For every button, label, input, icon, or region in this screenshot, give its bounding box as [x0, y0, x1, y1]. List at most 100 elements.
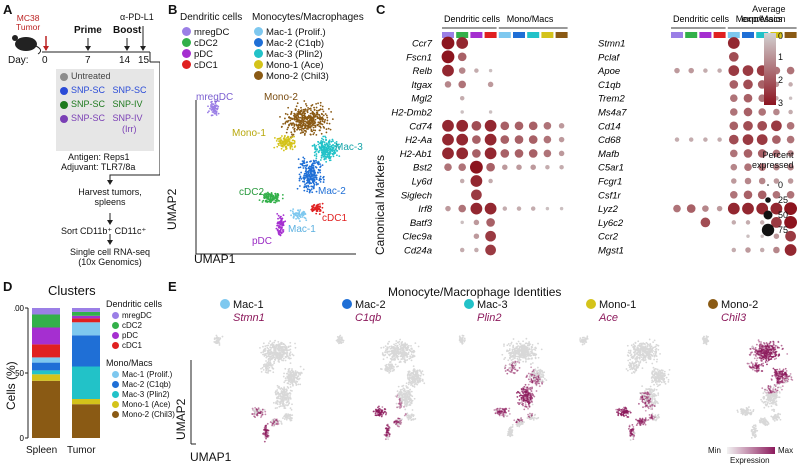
umap-cluster-mac-3: [311, 135, 341, 163]
dotplot-dot: [528, 149, 538, 158]
dotplot-dot: [730, 94, 738, 102]
dotplot-dot: [559, 206, 564, 211]
step-rnaseq: Single cell RNA-seq (10x Genomics): [69, 247, 151, 267]
b-legend-mono-1: Mac-2 (C1qb): [254, 38, 324, 49]
dotplot-dot: [484, 202, 497, 215]
dotplot-dot: [456, 37, 469, 49]
gene-label: C1qb: [598, 80, 621, 91]
dotplot-dot: [674, 67, 680, 74]
dotplot-dot: [757, 190, 767, 200]
feature-umap-mono-1: [579, 335, 671, 441]
legend-dot: [254, 38, 263, 47]
legend-dot: [112, 381, 119, 388]
dotplot-dot: [473, 233, 480, 239]
dotplot-dot: [528, 121, 538, 131]
legend-dot: [112, 371, 119, 378]
b-legend-mono-2: Mac-3 (Plin2): [254, 49, 323, 60]
dotplot-dot: [500, 149, 510, 158]
dotplot-dot: [788, 96, 793, 100]
legend-label: Mac-2 (C1qb): [266, 38, 325, 49]
dotplot-dot: [788, 82, 793, 87]
antibody-label: α-PD-L1: [120, 12, 154, 22]
dotplot-dot: [784, 244, 797, 256]
dotplot-dot: [703, 68, 708, 73]
feature-gene-name: Plin2: [477, 312, 502, 324]
dotplot-dot: [528, 135, 538, 144]
dotplot-dot: [786, 191, 795, 199]
gene-label: Mgst1: [598, 246, 624, 257]
feature-header-mono-1: Mono-1: [586, 299, 636, 311]
step-harvest: Harvest tumors, spleens: [78, 187, 142, 207]
dotplot-dot: [745, 220, 751, 225]
dotplot-dot: [728, 134, 739, 145]
dotplot-dot: [514, 149, 524, 158]
bar-segment-spleen: [32, 362, 60, 371]
dotplot-dot: [444, 163, 452, 171]
boost-label: Boost: [113, 25, 142, 36]
dotplot-dot: [486, 218, 495, 227]
dotplot-dot: [559, 164, 564, 170]
d-legend-dc-item: mregDC: [112, 311, 152, 320]
bar-segment-tumor: [72, 308, 100, 312]
group-title-mono: Mono/Macs: [736, 14, 783, 24]
panel-label-d: D: [3, 279, 13, 294]
dotplot-dot: [458, 204, 466, 213]
legend-dot: [342, 299, 352, 309]
b-yaxis: UMAP2: [165, 188, 179, 230]
dotplot-group-swatch: [713, 32, 726, 38]
dotplot-dot: [488, 68, 493, 73]
dotplot-dot: [444, 81, 452, 88]
pct-legend-dot: [763, 210, 773, 220]
pct-tick-0: 0: [778, 180, 784, 190]
legend-label: Mac-1 (Prolif.): [266, 27, 326, 38]
legend-label: Mac-3 (Plin2): [266, 49, 323, 60]
dotplot-dot: [771, 120, 782, 132]
dotplot-dot: [442, 147, 454, 160]
dotplot-dot: [445, 205, 451, 212]
dotplot-dot: [717, 68, 722, 73]
d-legend-dc-title: Dendritic cells: [106, 299, 163, 309]
dotplot-dot: [758, 108, 766, 116]
dotplot-dot: [460, 110, 464, 114]
dotplot-group-swatch: [541, 32, 554, 38]
gene-label: Mgl2: [411, 94, 432, 105]
d-legend-mono-item: Mac-1 (Prolif.): [112, 370, 172, 379]
stacked-bar-chart: 0 50 100: [14, 304, 100, 443]
gene-label: Ccr2: [598, 232, 619, 243]
dotplot-dot: [458, 67, 466, 74]
dotplot-dot: [743, 190, 753, 200]
feature-header-mac-2: Mac-2: [342, 299, 386, 311]
dotplot-dot: [442, 133, 454, 146]
legend-label: Mono-1 (Ace): [122, 400, 171, 409]
dotplot-dot: [500, 135, 510, 144]
dotplot-dot: [786, 122, 795, 130]
b-mono-title: Monocytes/Macrophages: [252, 12, 364, 23]
gene-label: Relb: [412, 66, 432, 77]
legend-label: Mac-3 (Plin2): [122, 390, 170, 399]
pct-title: Percent expressed: [752, 150, 794, 170]
dotplot-dot: [458, 163, 466, 171]
d-legend-mono-item: Mac-2 (C1qb): [112, 380, 171, 389]
gene-label: Csf1r: [598, 190, 622, 201]
d-xlabel-spleen: Spleen: [26, 445, 58, 456]
gene-label: Trem2: [598, 94, 625, 105]
dotplot-dot: [772, 135, 781, 144]
dotplot-dot: [514, 135, 524, 144]
dotplot-dot: [744, 177, 752, 185]
gene-label: Mafb: [598, 149, 619, 160]
dotplot-dot: [460, 220, 464, 225]
dotplot-dot: [787, 178, 794, 184]
gene-label: Apoe: [597, 66, 620, 77]
gene-label: Cd24a: [404, 246, 432, 257]
dotplot-dot: [457, 52, 467, 62]
dotplot-dot: [773, 108, 780, 116]
umap-cluster-cdc2: [258, 191, 284, 204]
d-legend-dc-item: cDC1: [112, 341, 142, 350]
avg-tick-1: 1: [778, 52, 784, 62]
dotplot-dot: [730, 191, 738, 199]
dotplot-group-swatch: [685, 32, 698, 38]
bar-segment-spleen: [32, 308, 60, 315]
dotplot-dot: [756, 134, 768, 145]
umap-cluster-mono-2: [279, 100, 334, 139]
gene-label: Itgax: [411, 80, 433, 91]
